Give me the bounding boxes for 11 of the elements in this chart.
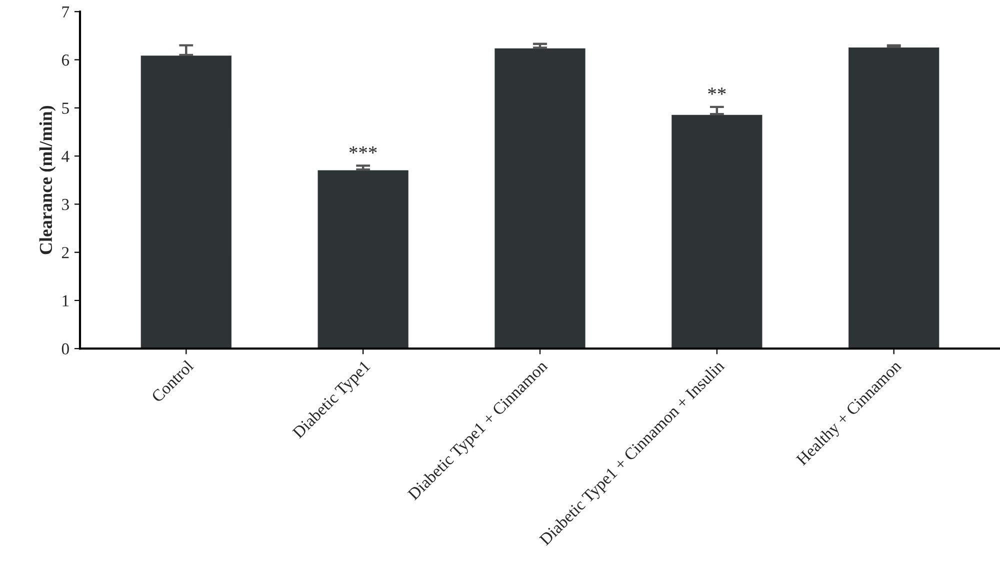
y-tick-label: 2 bbox=[62, 247, 69, 258]
y-axis-title: Clearance (ml/min) bbox=[39, 106, 56, 254]
annotation: ** bbox=[708, 88, 726, 95]
y-tick-label: 4 bbox=[62, 150, 70, 162]
y-tick-label: 3 bbox=[62, 198, 69, 210]
y-tick-label: 6 bbox=[62, 54, 70, 66]
y-tick-label: 1 bbox=[62, 295, 69, 306]
y-tick-label: 5 bbox=[62, 102, 69, 114]
y-tick-label: 0 bbox=[62, 343, 69, 355]
y-tick-label: 7 bbox=[62, 6, 70, 18]
annotation: *** bbox=[349, 146, 377, 154]
